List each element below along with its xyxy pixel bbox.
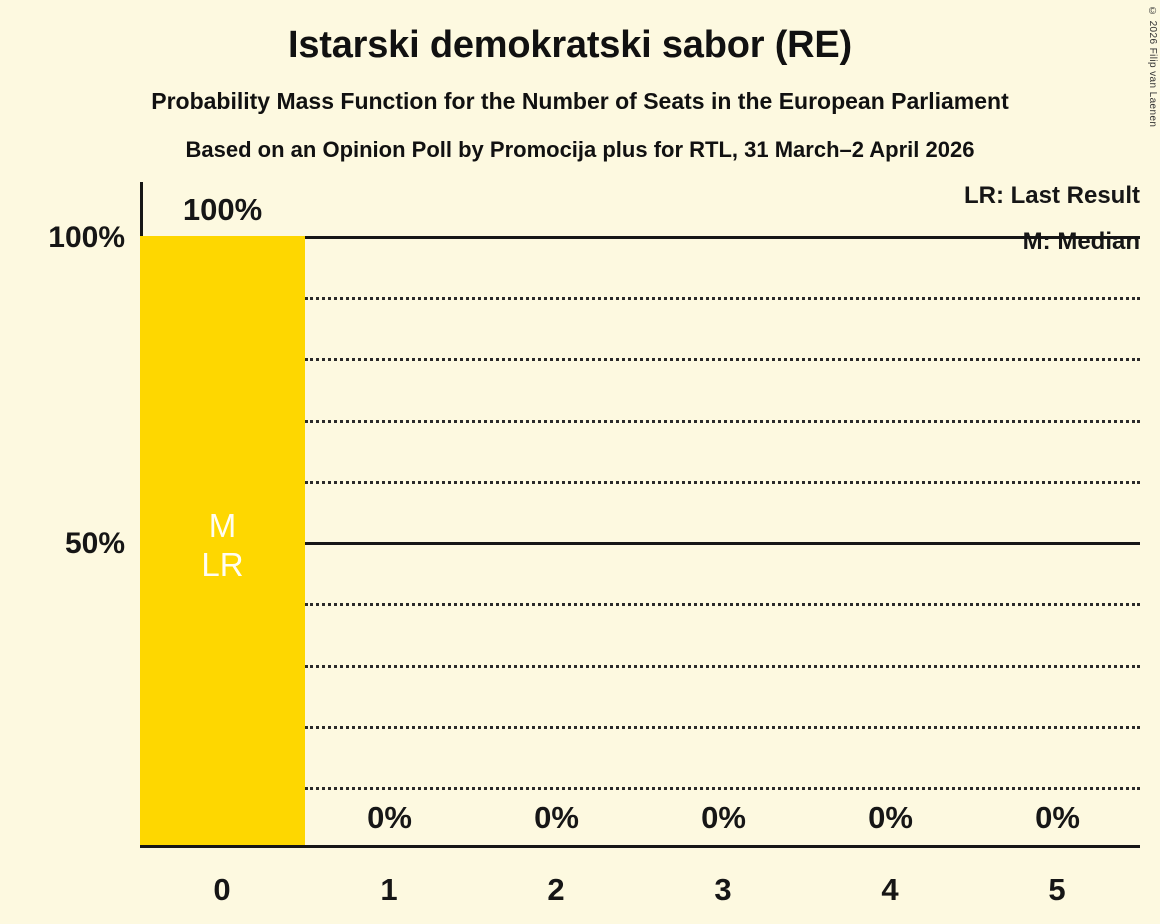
bar-value-label-1: 0% [367,800,412,835]
copyright-notice: © 2026 Filip van Laenen [1147,6,1158,128]
y-tick-label-50: 50% [64,527,125,560]
x-tick-label-5: 5 [1048,872,1066,907]
legend-median: M: Median [1022,228,1140,255]
gridline-40 [305,603,1140,606]
gridline-20 [305,726,1140,729]
bar-marker-last-result: LR [201,546,244,583]
x-tick-label-1: 1 [380,872,398,907]
x-tick-label-3: 3 [714,872,732,907]
gridline-90 [305,297,1140,300]
page-title: Istarski demokratski sabor (RE) [287,24,853,66]
gridline-50 [305,542,1140,545]
x-axis-line [140,845,1140,848]
gridline-80 [305,358,1140,361]
plot-area: M LR 100% 0% 0% 0% 0% 0% [140,182,1140,848]
gridline-60 [305,481,1140,484]
bar-marker-median: M [208,507,237,544]
gridline-70 [305,420,1140,423]
x-tick-label-0: 0 [213,872,231,907]
x-tick-label-2: 2 [547,872,565,907]
gridline-30 [305,665,1140,668]
bar-value-label-5: 0% [1035,800,1080,835]
chart-source-subtitle: Based on an Opinion Poll by Promocija pl… [185,137,975,162]
x-tick-label-4: 4 [881,872,899,907]
bar-value-label-2: 0% [534,800,579,835]
bar-value-label-3: 0% [701,800,746,835]
chart-subtitle: Probability Mass Function for the Number… [151,88,1009,114]
gridline-10 [305,787,1140,790]
bar-seats-0[interactable]: M LR [140,236,305,845]
gridline-100 [305,236,1140,239]
bar-value-label-4: 0% [868,800,913,835]
legend-last-result: LR: Last Result [963,182,1140,209]
bar-value-label-0: 100% [182,192,263,227]
y-tick-label-100: 100% [48,221,125,254]
